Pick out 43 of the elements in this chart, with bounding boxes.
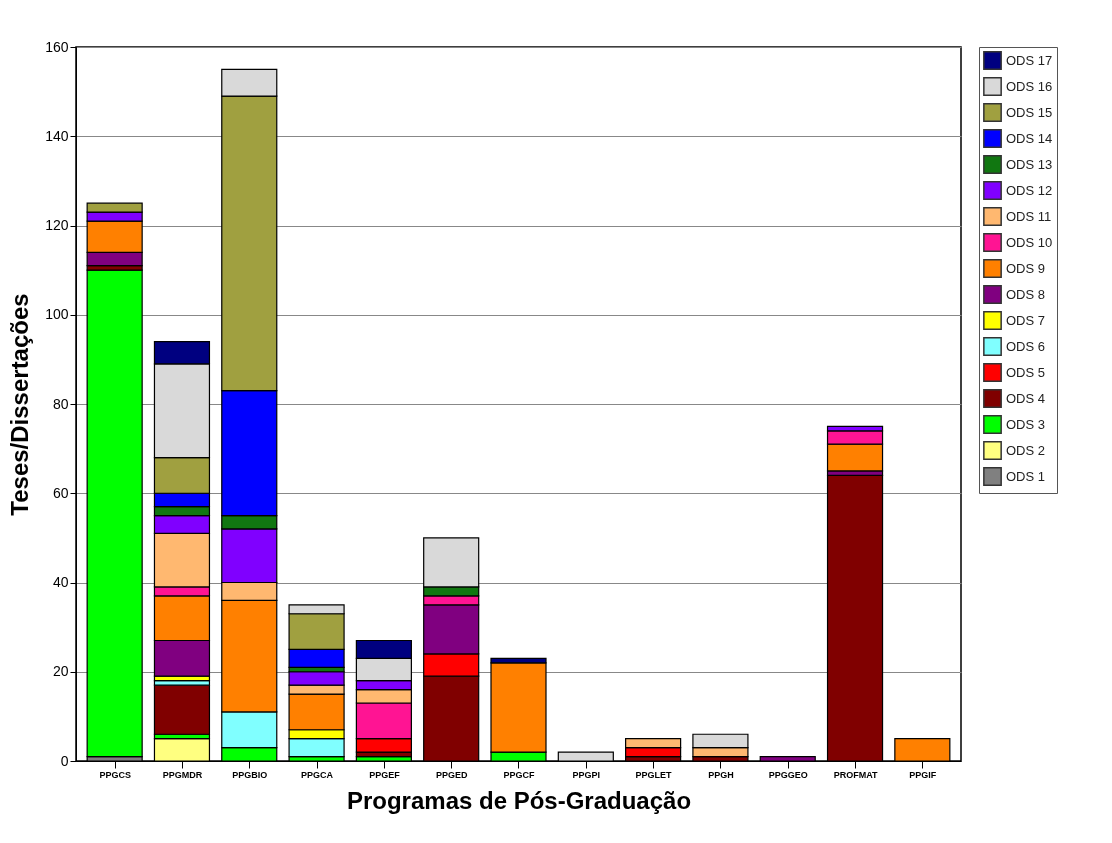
y-tick-label: 80 bbox=[52, 395, 69, 412]
bar bbox=[86, 269, 143, 758]
x-tick-label: PPGLET bbox=[635, 769, 673, 780]
y-tick-label: 0 bbox=[60, 752, 69, 769]
y-tick-label: 20 bbox=[52, 663, 69, 680]
y-tick-label: 120 bbox=[45, 217, 69, 233]
bar bbox=[153, 684, 211, 735]
x-tick-label: PPGGEO bbox=[768, 769, 808, 780]
legend-label: ODS 4 bbox=[1006, 390, 1046, 406]
x-tick-label: PPGIF bbox=[909, 769, 937, 780]
legend-label: ODS 7 bbox=[1006, 312, 1046, 328]
legend-label: ODS 14 bbox=[1006, 130, 1053, 146]
legend-label: ODS 2 bbox=[1006, 442, 1046, 458]
legend-label: ODS 3 bbox=[1006, 416, 1046, 432]
legend-label: ODS 13 bbox=[1006, 156, 1053, 172]
y-tick-label: 140 bbox=[45, 127, 69, 144]
x-tick-label: PPGH bbox=[708, 769, 734, 780]
legend-label: ODS 16 bbox=[1006, 78, 1053, 94]
x-tick-label: PPGCA bbox=[301, 769, 334, 780]
y-tick-label: 60 bbox=[52, 484, 69, 501]
legend-label: ODS 10 bbox=[1006, 234, 1053, 250]
y-axis-title: Teses/Dissertações bbox=[6, 293, 34, 516]
legend-label: ODS 8 bbox=[1006, 286, 1046, 302]
x-tick-label: PPGCF bbox=[503, 769, 535, 780]
x-tick-label: PPGPI bbox=[572, 769, 601, 780]
y-tick-label: 100 bbox=[45, 306, 69, 323]
x-tick-label: PPGMDR bbox=[162, 769, 203, 780]
legend-label: ODS 12 bbox=[1006, 182, 1053, 198]
x-tick-label: PPGCS bbox=[99, 769, 131, 780]
x-tick-label: PPGEF bbox=[369, 769, 401, 780]
legend-label: ODS 17 bbox=[1006, 52, 1053, 68]
x-tick-label: PPGBIO bbox=[232, 769, 268, 780]
legend-label: ODS 1 bbox=[1006, 468, 1046, 484]
y-tick-label: 40 bbox=[52, 574, 69, 590]
legend-label: ODS 11 bbox=[1006, 208, 1052, 224]
y-tick-label: 160 bbox=[45, 38, 69, 55]
x-axis-title: Programas de Pós-Graduação bbox=[346, 786, 692, 814]
legend-label: ODS 6 bbox=[1006, 338, 1046, 354]
legend-label: ODS 15 bbox=[1006, 104, 1053, 120]
legend-label: ODS 9 bbox=[1006, 260, 1046, 276]
x-tick-label: PROFMAT bbox=[833, 769, 878, 780]
x-tick-label: PPGED bbox=[435, 769, 468, 780]
legend-label: ODS 5 bbox=[1006, 364, 1046, 380]
